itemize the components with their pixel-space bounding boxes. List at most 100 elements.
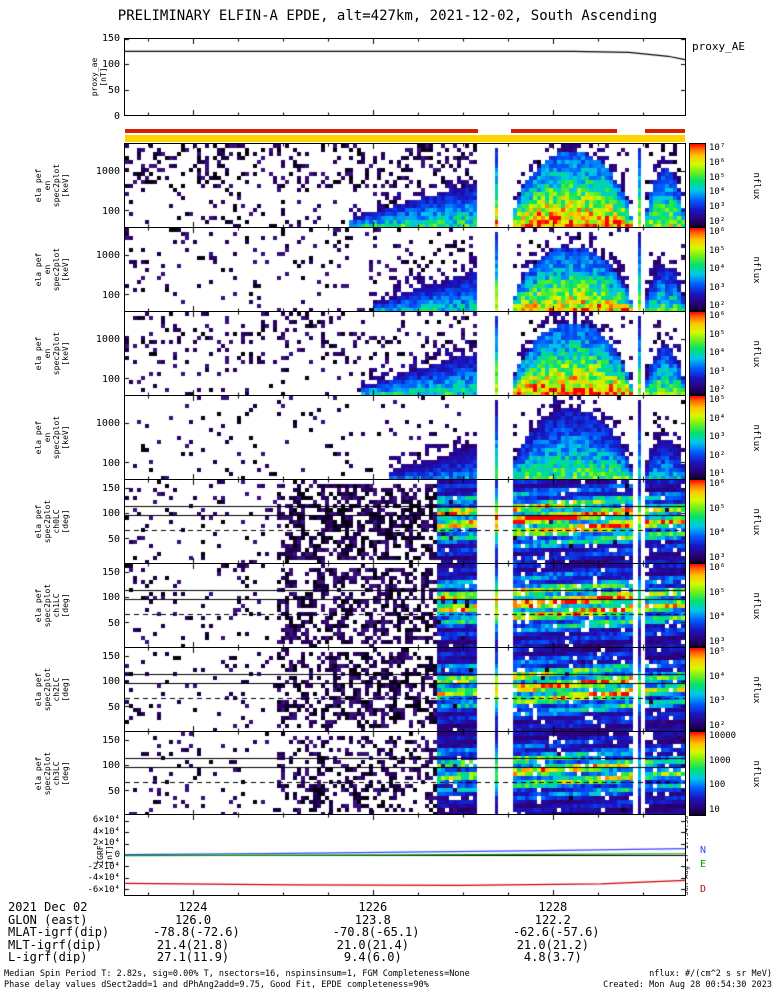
colorbar-tick-label: 10⁴ (709, 671, 726, 682)
colorbar-tick-label: 10⁵ (709, 245, 726, 256)
colorbar-tick-label: 10³ (709, 282, 726, 293)
ephemeris-row-label: GLON (east) (8, 912, 88, 927)
colorbar-tick-label: 10⁶ (709, 563, 726, 573)
ylabel-line: [deg] (61, 677, 70, 702)
colorbar-tick-label: 10⁴ (709, 348, 726, 358)
ylabel-line: ch2LC (52, 677, 61, 702)
date-label: 2021 Dec 02 (8, 900, 88, 914)
colorbar-pa_ch1LC (689, 563, 706, 648)
ephemeris-row-label: MLT-igrf(dip) (8, 937, 102, 952)
y-tick-label: 50 (107, 785, 120, 797)
colorbar-tick-label: 10³ (709, 553, 726, 563)
proxy-ae-ytick-label: 50 (107, 85, 120, 97)
spectrogram-panel-pa_ch2LC (124, 647, 686, 732)
colorbar-tick-label: 10⁵ (709, 587, 726, 598)
ylabel-line: en (43, 432, 52, 443)
colorbar-tick-label: 10⁵ (709, 395, 726, 405)
colorbar-tick-label: 100 (709, 780, 726, 791)
colorbar-tick-label: 10⁵ (709, 503, 726, 514)
igrf-ytick-label: 2×10⁴ (92, 838, 120, 849)
colorbar-tick-label: 10⁴ (709, 413, 726, 424)
colorbar-tick-label: 10³ (709, 432, 726, 442)
igrf-ytick-label: -4×10⁴ (87, 873, 120, 884)
colorbar-tick-label: 10² (709, 385, 726, 395)
igrf-canvas (125, 815, 685, 895)
colorbar-tick-label: 10⁶ (709, 311, 726, 321)
y-tick-label: 50 (107, 701, 120, 713)
y-tick-label: 100 (101, 206, 120, 217)
ylabel-line: [deg] (61, 509, 70, 534)
proxy-ae-ytick-label: 100 (101, 58, 120, 70)
y-tick-label: 150 (101, 650, 120, 662)
colorbar-pa_ch3LC (689, 731, 706, 816)
colorbar-pa_ch0LC (689, 479, 706, 564)
proxy-ae-ytick-label: 0 (113, 111, 120, 122)
colorbar-tick-label: 10² (709, 721, 726, 731)
ylabel-en_ch3: ela pef en spec2plot [keV] (34, 395, 70, 480)
ylabel-line: spec2plot (52, 415, 61, 460)
colorbar-tick-label: 10³ (709, 202, 726, 213)
colorbar-en_ch2 (689, 311, 706, 396)
colorbar-tick-label: 1000 (709, 755, 731, 766)
spectrogram-canvas-en_ch2 (125, 312, 685, 395)
ylabel-line: [deg] (61, 761, 70, 786)
ylabel-line: [keV] (61, 341, 70, 366)
colorbar-tick-label: 10⁴ (709, 528, 726, 539)
y-tick-label: 100 (101, 508, 120, 519)
igrf-panel (124, 814, 686, 896)
ylabel-line: ela pef (34, 504, 43, 539)
footer-nflux-units: nflux: #/(cm^2 s sr MeV) (649, 969, 772, 979)
ylabel-en_ch0: ela pef en spec2plot [keV] (34, 143, 70, 228)
ylabel-pa_ch0LC: ela pef spec2plot ch0LC [deg] (34, 479, 70, 564)
ephemeris-value: 9.4(6.0) (343, 950, 402, 964)
colorbar-tick-label: 10000 (709, 731, 737, 741)
colorbar-tick-label: 10⁵ (709, 172, 726, 183)
ylabel-line: ela pef (34, 756, 43, 791)
colorbar-unit-label: nflux (751, 591, 761, 620)
colorbar-tick-label: 10⁵ (709, 329, 726, 340)
proxy-ae-canvas (125, 39, 685, 115)
ylabel-line: ch3LC (52, 761, 61, 786)
ylabel-line: ela pef (34, 168, 43, 203)
spectrogram-canvas-pa_ch3LC (125, 732, 685, 815)
ephemeris-value: 21.0(21.2) (516, 937, 589, 952)
spectrogram-canvas-pa_ch0LC (125, 480, 685, 563)
ylabel-line: ela pef (34, 672, 43, 707)
colorbar-tick-label: 10³ (709, 637, 726, 647)
y-tick-label: 100 (101, 290, 120, 301)
spectrogram-panel-en_ch1 (124, 227, 686, 312)
y-tick-label: 150 (101, 566, 120, 578)
spectrogram-panel-en_ch3 (124, 395, 686, 480)
colorbar-tick-label: 10⁶ (709, 227, 726, 237)
y-tick-label: 150 (101, 482, 120, 494)
ephemeris-value: 4.8(3.7) (523, 950, 582, 964)
x-tick-label: 1224 (178, 900, 208, 914)
ylabel-line: [keV] (61, 425, 70, 450)
ephemeris-value: 123.8 (354, 912, 391, 927)
y-tick-label: 100 (101, 760, 120, 771)
proxy-ae-ytick-label: 150 (101, 33, 120, 44)
ylabel-line: en (43, 348, 52, 359)
ylabel-line: spec2plot (43, 751, 52, 796)
spectrogram-panel-en_ch0 (124, 143, 686, 228)
proxy-ae-ylabel-line: proxy_ae (90, 57, 99, 97)
ylabel-line: ela pef (34, 588, 43, 623)
igrf-series-label-D: D (700, 884, 707, 895)
ylabel-line: ela pef (34, 336, 43, 371)
proxy-ae-right-label: proxy_AE (692, 40, 745, 53)
ephemeris-value: -62.6(-57.6) (512, 925, 600, 939)
igrf-series-label-N: N (700, 845, 707, 856)
igrf-ytick-label: 6×10⁴ (92, 814, 120, 825)
ephemeris-value: 27.1(11.9) (156, 950, 230, 964)
y-tick-label: 100 (101, 592, 120, 603)
ephemeris-value: 126.0 (174, 912, 212, 927)
colorbar-unit-label: nflux (751, 675, 761, 704)
ylabel-line: ela pef (34, 252, 43, 287)
igrf-ytick-label: -2×10⁴ (87, 861, 120, 872)
ylabel-line: spec2plot (52, 331, 61, 376)
y-tick-label: 150 (101, 734, 120, 746)
y-tick-label: 100 (101, 374, 120, 385)
spectrogram-canvas-pa_ch1LC (125, 564, 685, 647)
spectrogram-panel-en_ch2 (124, 311, 686, 396)
